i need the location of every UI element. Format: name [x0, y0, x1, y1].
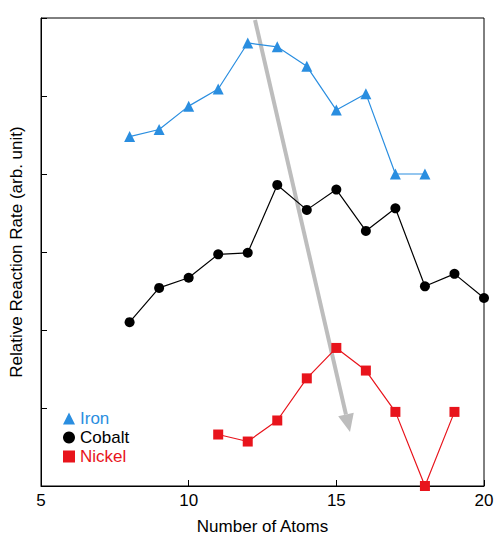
svg-text:Nickel: Nickel: [80, 447, 126, 466]
svg-text:20: 20: [475, 491, 494, 510]
svg-text:Iron: Iron: [80, 409, 109, 428]
svg-text:Relative Reaction Rate (arb. u: Relative Reaction Rate (arb. unit): [7, 126, 26, 377]
svg-text:Number of Atoms: Number of Atoms: [197, 517, 328, 536]
svg-text:15: 15: [327, 491, 346, 510]
svg-text:Cobalt: Cobalt: [80, 428, 129, 447]
svg-text:10: 10: [179, 491, 198, 510]
svg-text:5: 5: [36, 491, 45, 510]
